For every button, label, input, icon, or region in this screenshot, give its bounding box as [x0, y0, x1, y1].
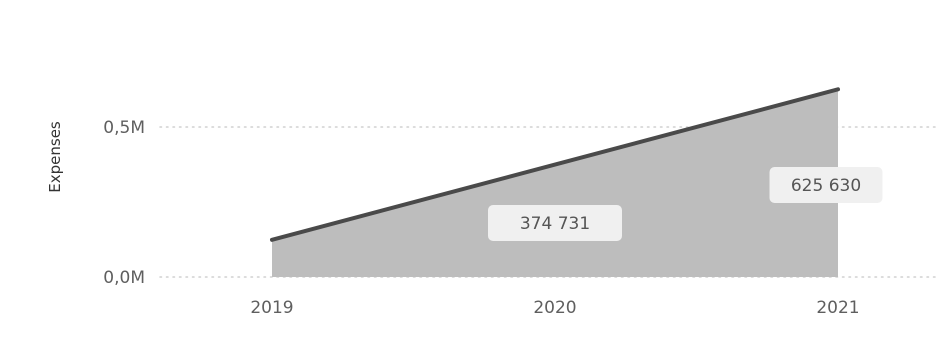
y-axis-title: Expenses — [46, 121, 64, 193]
x-tick-label: 2020 — [533, 298, 576, 318]
data-label-text: 625 630 — [791, 176, 861, 196]
y-tick-label: 0,5M — [103, 118, 145, 138]
y-tick-label: 0,0M — [103, 268, 145, 288]
data-label-text: 374 731 — [520, 214, 590, 234]
data-label-box — [488, 205, 622, 241]
data-label: 374 731 — [488, 205, 622, 241]
x-tick-label: 2019 — [250, 298, 293, 318]
data-label: 625 630 — [769, 167, 883, 203]
series-line — [270, 87, 840, 242]
area-fill — [272, 89, 838, 277]
data-label-box — [769, 167, 883, 203]
x-tick-label: 2021 — [816, 298, 859, 318]
